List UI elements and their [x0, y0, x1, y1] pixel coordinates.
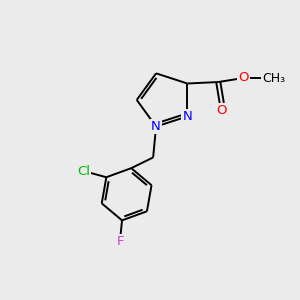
Text: N: N [182, 110, 192, 123]
Text: O: O [217, 104, 227, 117]
Text: O: O [238, 70, 248, 83]
Text: CH₃: CH₃ [262, 72, 286, 85]
Text: Cl: Cl [77, 165, 90, 178]
Text: N: N [151, 120, 161, 133]
Text: F: F [117, 235, 124, 248]
